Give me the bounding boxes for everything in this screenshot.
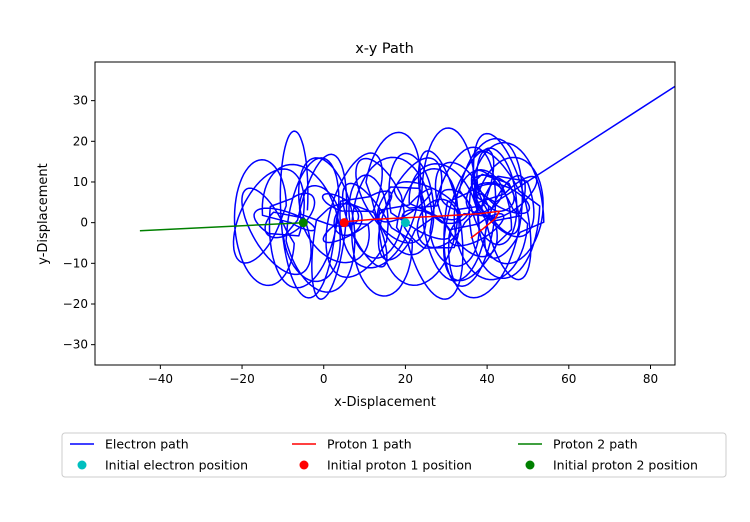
legend-label-proton-2-path: Proton 2 path bbox=[553, 437, 638, 452]
y-axis: −30 −20 −10 0 10 20 30 bbox=[63, 94, 95, 352]
y-tick-label: −20 bbox=[63, 297, 88, 311]
y-tick-label: 30 bbox=[73, 94, 88, 108]
x-axis: −40 −20 0 20 40 60 80 bbox=[148, 365, 658, 386]
initial-proton-1-position-marker bbox=[339, 218, 349, 228]
y-tick-label: 20 bbox=[73, 134, 88, 148]
legend-label-initial-proton-2-position: Initial proton 2 position bbox=[553, 458, 698, 473]
legend-label-initial-electron-position: Initial electron position bbox=[105, 458, 248, 473]
chart-title: x-y Path bbox=[355, 41, 414, 57]
legend-label-proton-1-path: Proton 1 path bbox=[327, 437, 412, 452]
x-tick-label: −20 bbox=[229, 372, 254, 386]
legend-label-electron-path: Electron path bbox=[105, 437, 189, 452]
initial-electron-position-marker bbox=[400, 218, 410, 228]
x-tick-label: 0 bbox=[320, 372, 328, 386]
legend-swatch-initial-proton-2-position bbox=[525, 460, 535, 470]
y-axis-label: y-Displacement bbox=[36, 163, 51, 265]
x-tick-label: −40 bbox=[148, 372, 173, 386]
x-tick-label: 20 bbox=[398, 372, 413, 386]
legend-frame bbox=[61, 432, 727, 478]
plot-area bbox=[94, 61, 676, 366]
electron-escape-line bbox=[494, 85, 675, 203]
initial-proton-2-position-marker bbox=[298, 218, 308, 228]
x-axis-label: x-Displacement bbox=[334, 395, 436, 410]
x-tick-label: 60 bbox=[561, 372, 576, 386]
y-tick-label: −30 bbox=[63, 338, 88, 352]
proton-2-path-line bbox=[139, 221, 304, 232]
legend: Electron path Initial electron position Pr… bbox=[61, 432, 727, 478]
legend-swatch-initial-proton-1-position bbox=[299, 460, 309, 470]
series-layer bbox=[139, 85, 675, 300]
legend-label-initial-proton-1-position: Initial proton 1 position bbox=[327, 458, 472, 473]
x-tick-label: 80 bbox=[643, 372, 658, 386]
x-tick-label: 40 bbox=[479, 372, 494, 386]
y-tick-label: 0 bbox=[80, 216, 88, 230]
legend-swatch-initial-electron-position bbox=[77, 460, 87, 470]
y-tick-label: −10 bbox=[63, 256, 88, 270]
axes-frame bbox=[94, 61, 676, 366]
electron-path-line bbox=[232, 127, 545, 300]
proton-1-path-line bbox=[344, 210, 501, 239]
y-tick-label: 10 bbox=[73, 175, 88, 189]
